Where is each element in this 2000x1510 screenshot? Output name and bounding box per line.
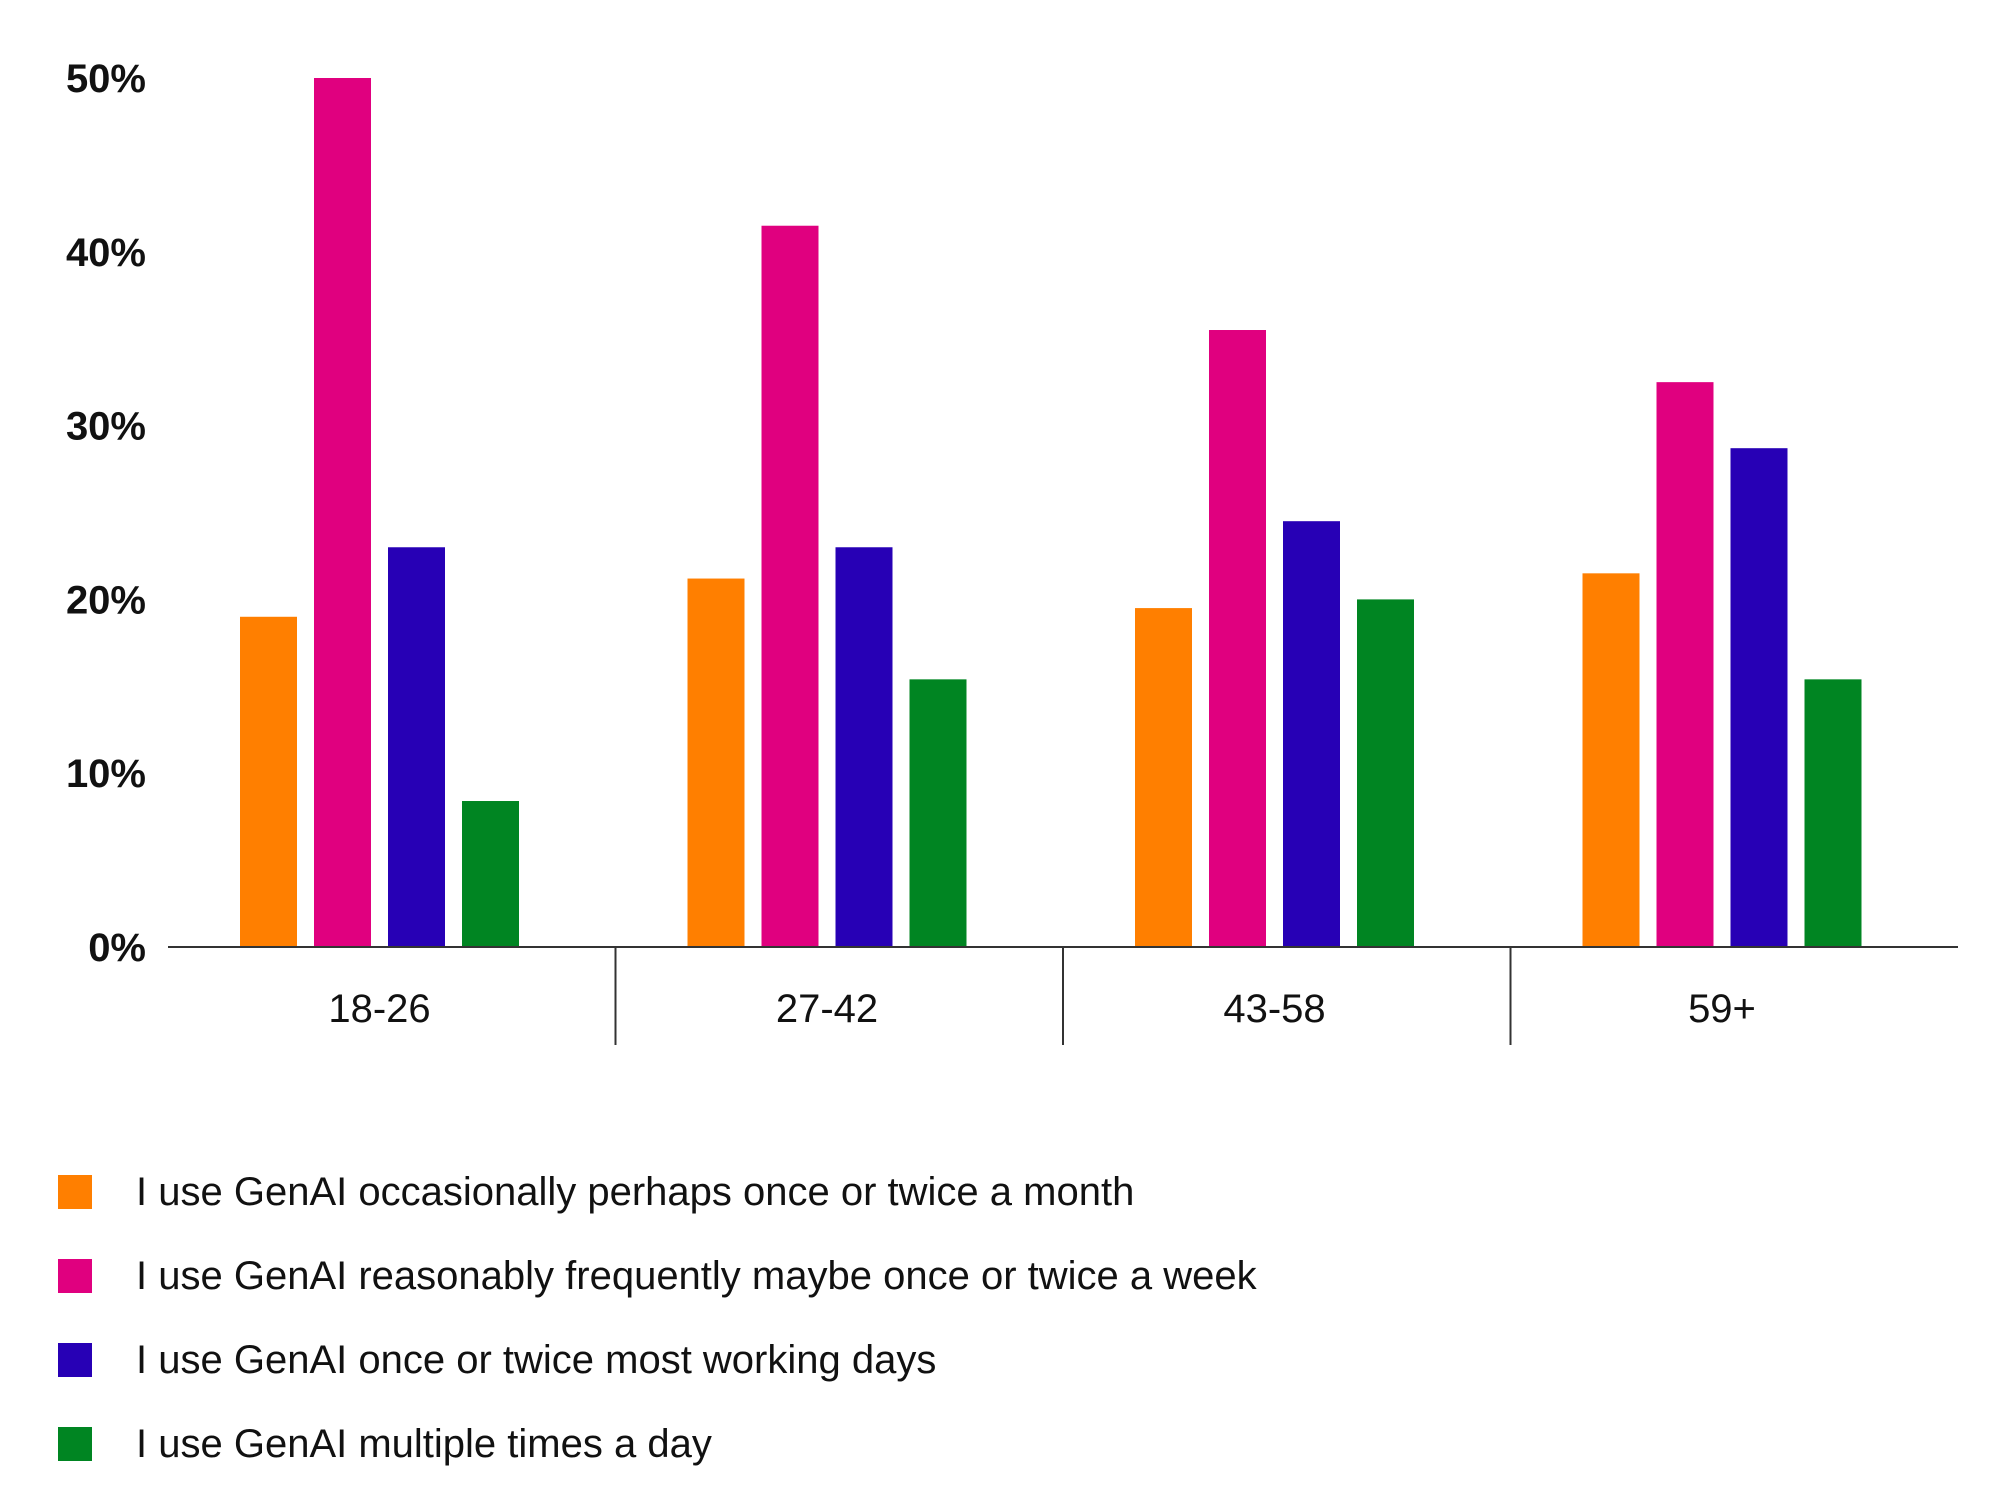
legend-label: I use GenAI occasionally perhaps once or… — [136, 1169, 1135, 1214]
y-tick-label: 0% — [88, 926, 146, 970]
y-tick-label: 10% — [66, 752, 146, 796]
legend-swatch — [58, 1259, 92, 1293]
bar — [687, 578, 745, 947]
bar — [388, 547, 445, 947]
legend-item: I use GenAI occasionally perhaps once or… — [58, 1150, 1257, 1234]
bar — [1656, 382, 1714, 947]
legend-label: I use GenAI reasonably frequently maybe … — [136, 1253, 1257, 1298]
bar — [1357, 599, 1414, 947]
bar — [1730, 448, 1788, 947]
y-tick-label: 40% — [66, 231, 146, 275]
bar — [1209, 330, 1266, 947]
legend-swatch — [58, 1343, 92, 1377]
legend-item: I use GenAI once or twice most working d… — [58, 1318, 1257, 1402]
bar-chart: 0% 10% 20% 30% 40% 50% 18-26 27-42 43-58 59+ — [66, 57, 1958, 1045]
bar — [1283, 521, 1340, 947]
x-tick-label: 27-42 — [776, 987, 878, 1031]
bars — [240, 78, 1862, 948]
legend-label: I use GenAI multiple times a day — [136, 1421, 712, 1466]
bar — [761, 225, 819, 948]
legend-swatch — [58, 1427, 92, 1461]
y-tick-label: 30% — [66, 405, 146, 449]
bar — [1135, 608, 1192, 947]
legend: I use GenAI occasionally perhaps once or… — [58, 1150, 1257, 1486]
x-tick-label: 18-26 — [328, 987, 430, 1031]
bar — [240, 616, 297, 947]
x-tick-label: 43-58 — [1223, 987, 1325, 1031]
bar — [314, 78, 371, 947]
x-axis-labels: 18-26 27-42 43-58 59+ — [328, 987, 1756, 1031]
bar — [1804, 679, 1862, 947]
y-tick-label: 20% — [66, 578, 146, 622]
bar — [1582, 573, 1640, 947]
bar — [462, 801, 519, 947]
legend-label: I use GenAI once or twice most working d… — [136, 1337, 937, 1382]
legend-swatch — [58, 1175, 92, 1209]
x-tick-label: 59+ — [1688, 987, 1756, 1031]
bar — [835, 547, 893, 947]
category-dividers — [614, 947, 1512, 1045]
bar — [909, 679, 967, 947]
y-axis-ticks: 0% 10% 20% 30% 40% 50% — [66, 57, 146, 970]
y-tick-label: 50% — [66, 57, 146, 101]
legend-item: I use GenAI multiple times a day — [58, 1402, 1257, 1486]
legend-item: I use GenAI reasonably frequently maybe … — [58, 1234, 1257, 1318]
